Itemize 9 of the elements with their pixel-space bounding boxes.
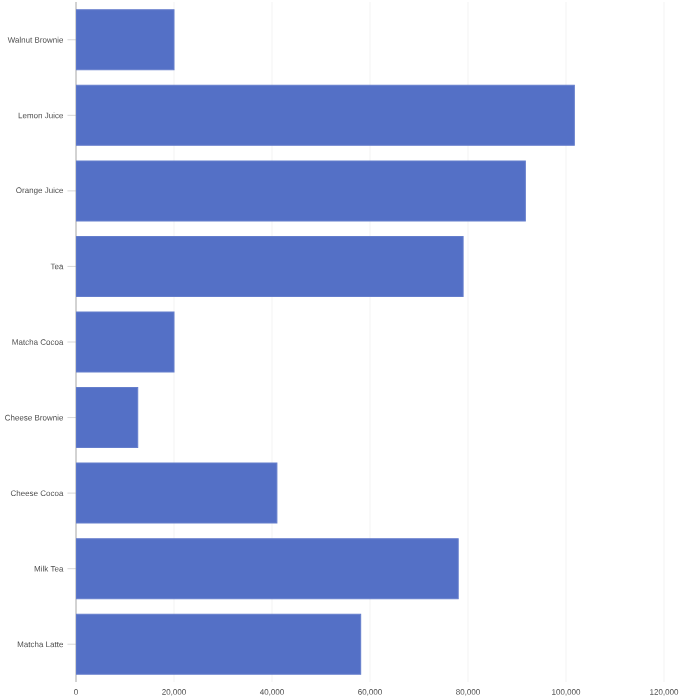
bar [76,462,278,524]
bar [76,235,464,297]
bar [76,311,175,373]
bar [76,9,175,71]
bar [76,160,526,222]
bar [76,387,139,449]
bar [76,84,575,146]
bar [76,538,459,600]
bar [76,613,362,675]
